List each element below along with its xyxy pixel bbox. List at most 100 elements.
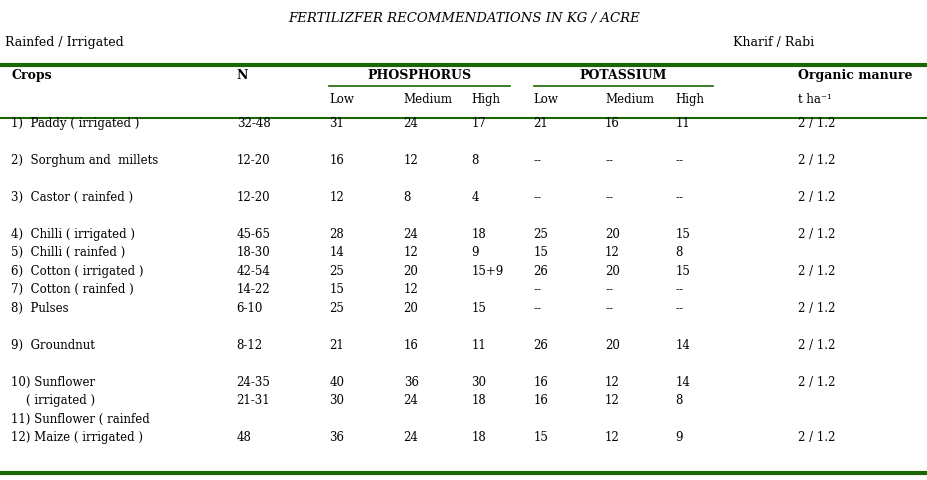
- Text: 12: 12: [403, 283, 418, 296]
- Text: --: --: [533, 283, 541, 296]
- Text: 16: 16: [533, 394, 548, 407]
- Text: 28: 28: [329, 228, 344, 241]
- Text: --: --: [533, 191, 541, 204]
- Text: 12) Maize ( irrigated ): 12) Maize ( irrigated ): [11, 431, 143, 444]
- Text: 31: 31: [329, 117, 344, 130]
- Text: 15: 15: [471, 301, 486, 315]
- Text: 11) Sunflower ( rainfed: 11) Sunflower ( rainfed: [11, 412, 150, 426]
- Text: --: --: [604, 283, 613, 296]
- Text: 8-12: 8-12: [236, 338, 262, 352]
- Text: 9: 9: [675, 431, 682, 444]
- Text: 15: 15: [675, 264, 690, 278]
- Text: 18: 18: [471, 431, 486, 444]
- Text: Organic manure: Organic manure: [797, 69, 911, 82]
- Text: 20: 20: [403, 301, 418, 315]
- Text: Low: Low: [533, 93, 558, 107]
- Text: Crops: Crops: [11, 69, 52, 82]
- Text: Rainfed / Irrigated: Rainfed / Irrigated: [5, 36, 123, 49]
- Text: ( irrigated ): ( irrigated ): [11, 394, 95, 407]
- Text: 15+9: 15+9: [471, 264, 503, 278]
- Text: 8: 8: [403, 191, 411, 204]
- Text: 30: 30: [329, 394, 344, 407]
- Text: 24: 24: [403, 394, 418, 407]
- Text: 4: 4: [471, 191, 478, 204]
- Text: 16: 16: [604, 117, 619, 130]
- Text: t ha⁻¹: t ha⁻¹: [797, 93, 832, 107]
- Text: 15: 15: [675, 228, 690, 241]
- Text: 12-20: 12-20: [236, 154, 270, 167]
- Text: 18-30: 18-30: [236, 246, 270, 259]
- Text: 36: 36: [403, 375, 418, 389]
- Text: 11: 11: [675, 117, 690, 130]
- Text: 24: 24: [403, 228, 418, 241]
- Text: --: --: [604, 301, 613, 315]
- Text: 25: 25: [533, 228, 548, 241]
- Text: 12: 12: [329, 191, 344, 204]
- Text: 10) Sunflower: 10) Sunflower: [11, 375, 95, 389]
- Text: 12: 12: [403, 246, 418, 259]
- Text: --: --: [675, 154, 683, 167]
- Text: 18: 18: [471, 228, 486, 241]
- Text: 12: 12: [403, 154, 418, 167]
- Text: 20: 20: [604, 338, 619, 352]
- Text: 2 / 1.2: 2 / 1.2: [797, 431, 834, 444]
- Text: 2 / 1.2: 2 / 1.2: [797, 154, 834, 167]
- Text: 15: 15: [329, 283, 344, 296]
- Text: 12: 12: [604, 431, 619, 444]
- Text: High: High: [471, 93, 500, 107]
- Text: --: --: [675, 191, 683, 204]
- Text: 48: 48: [236, 431, 251, 444]
- Text: 2 / 1.2: 2 / 1.2: [797, 301, 834, 315]
- Text: Medium: Medium: [604, 93, 654, 107]
- Text: 8: 8: [675, 246, 682, 259]
- Text: 9)  Groundnut: 9) Groundnut: [11, 338, 95, 352]
- Text: 1)  Paddy ( irrigated ): 1) Paddy ( irrigated ): [11, 117, 139, 130]
- Text: 15: 15: [533, 246, 548, 259]
- Text: 32-48: 32-48: [236, 117, 270, 130]
- Text: 3)  Castor ( rainfed ): 3) Castor ( rainfed ): [11, 191, 133, 204]
- Text: 2 / 1.2: 2 / 1.2: [797, 228, 834, 241]
- Text: 7)  Cotton ( rainfed ): 7) Cotton ( rainfed ): [11, 283, 133, 296]
- Text: 42-54: 42-54: [236, 264, 271, 278]
- Text: N: N: [236, 69, 248, 82]
- Text: 21: 21: [329, 338, 344, 352]
- Text: --: --: [604, 191, 613, 204]
- Text: 12: 12: [604, 375, 619, 389]
- Text: 21: 21: [533, 117, 548, 130]
- Text: PHOSPHORUS: PHOSPHORUS: [367, 69, 472, 82]
- Text: 2 / 1.2: 2 / 1.2: [797, 338, 834, 352]
- Text: Low: Low: [329, 93, 354, 107]
- Text: High: High: [675, 93, 704, 107]
- Text: FERTILIZFER RECOMMENDATIONS IN KG / ACRE: FERTILIZFER RECOMMENDATIONS IN KG / ACRE: [287, 12, 640, 25]
- Text: 9: 9: [471, 246, 478, 259]
- Text: 26: 26: [533, 338, 548, 352]
- Text: 30: 30: [471, 375, 486, 389]
- Text: Kharif / Rabi: Kharif / Rabi: [732, 36, 814, 49]
- Text: 40: 40: [329, 375, 344, 389]
- Text: 12: 12: [604, 246, 619, 259]
- Text: 17: 17: [471, 117, 486, 130]
- Text: POTASSIUM: POTASSIUM: [578, 69, 667, 82]
- Text: 8: 8: [675, 394, 682, 407]
- Text: 16: 16: [533, 375, 548, 389]
- Text: 26: 26: [533, 264, 548, 278]
- Text: Medium: Medium: [403, 93, 452, 107]
- Text: 18: 18: [471, 394, 486, 407]
- Text: 16: 16: [403, 338, 418, 352]
- Text: 2 / 1.2: 2 / 1.2: [797, 375, 834, 389]
- Text: --: --: [533, 154, 541, 167]
- Text: 14: 14: [675, 338, 690, 352]
- Text: 2 / 1.2: 2 / 1.2: [797, 264, 834, 278]
- Text: --: --: [675, 283, 683, 296]
- Text: 4)  Chilli ( irrigated ): 4) Chilli ( irrigated ): [11, 228, 135, 241]
- Text: 24-35: 24-35: [236, 375, 271, 389]
- Text: 14: 14: [675, 375, 690, 389]
- Text: 12-20: 12-20: [236, 191, 270, 204]
- Text: 11: 11: [471, 338, 486, 352]
- Text: 6)  Cotton ( irrigated ): 6) Cotton ( irrigated ): [11, 264, 144, 278]
- Text: 8)  Pulses: 8) Pulses: [11, 301, 69, 315]
- Text: 20: 20: [604, 228, 619, 241]
- Text: 45-65: 45-65: [236, 228, 271, 241]
- Text: 14-22: 14-22: [236, 283, 270, 296]
- Text: 5)  Chilli ( rainfed ): 5) Chilli ( rainfed ): [11, 246, 125, 259]
